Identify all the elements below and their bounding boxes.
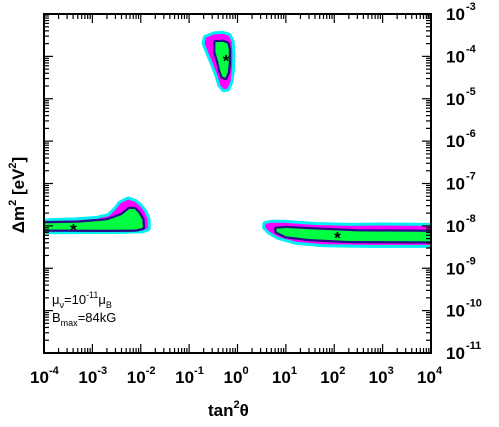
best-fit-marker: *	[334, 229, 341, 248]
svg-text:10: 10	[175, 368, 194, 387]
svg-text:-4: -4	[49, 365, 60, 377]
x-tick-label: 10 0	[224, 365, 249, 387]
svg-text:10: 10	[272, 368, 291, 387]
svg-text:4: 4	[436, 365, 443, 377]
svg-text:10: 10	[224, 368, 243, 387]
svg-text:-11: -11	[466, 340, 481, 352]
x-tick-label: 10 2	[320, 365, 345, 387]
svg-text:10: 10	[446, 344, 465, 363]
svg-text:-2: -2	[146, 365, 156, 377]
tick-marks	[43, 13, 432, 354]
svg-text:-3: -3	[466, 1, 476, 13]
x-axis-label: tan2θ	[208, 399, 249, 420]
x-tick-label: 10 4	[417, 365, 443, 387]
annotation-line-1: μν=10-11μB	[52, 290, 112, 310]
svg-text:-5: -5	[466, 86, 476, 98]
contour-regions: * * *	[44, 30, 431, 248]
best-fit-marker: *	[223, 51, 230, 70]
parameter-annotation: μν=10-11μB Bmax=84kG	[52, 290, 116, 328]
svg-text:-6: -6	[466, 128, 476, 140]
x-tick-label: 10 3	[369, 365, 394, 387]
svg-text:10: 10	[446, 259, 465, 278]
svg-text:10: 10	[446, 47, 465, 66]
svg-text:3: 3	[388, 365, 394, 377]
contour-band-inner	[215, 41, 229, 78]
y-tick-label: 10 -7	[446, 171, 476, 194]
svg-text:10: 10	[369, 368, 388, 387]
contour-band-inner	[276, 228, 431, 242]
svg-text:10: 10	[78, 368, 97, 387]
x-tick-label: 10 -4	[30, 365, 60, 387]
region-low-mixing: *	[44, 196, 151, 240]
y-tick-label: 10 -8	[446, 213, 476, 236]
region-dark-side: *	[262, 219, 431, 248]
svg-text:10: 10	[446, 90, 465, 109]
y-tick-label: 10 -6	[446, 128, 476, 151]
svg-text:10: 10	[320, 368, 339, 387]
x-tick-label: 10 -2	[127, 365, 156, 387]
x-tick-label: 10 -1	[175, 365, 204, 387]
svg-text:10: 10	[446, 302, 465, 321]
svg-text:10: 10	[30, 368, 49, 387]
svg-text:-8: -8	[466, 213, 476, 225]
svg-text:10: 10	[446, 217, 465, 236]
svg-text:1: 1	[291, 365, 297, 377]
region-near-maximal: *	[201, 30, 236, 93]
contour-band-inner	[44, 209, 143, 230]
annotation-line-2: Bmax=84kG	[52, 310, 116, 328]
svg-text:0: 0	[243, 365, 249, 377]
svg-text:-4: -4	[466, 43, 477, 55]
svg-text:-1: -1	[194, 365, 204, 377]
svg-text:10: 10	[446, 175, 465, 194]
svg-text:10: 10	[446, 132, 465, 151]
svg-text:-7: -7	[466, 171, 476, 183]
x-tick-labels: 10 -4 10 -3 10 -2 10 -1 10 0 10 1 10 2 10 3 10 4	[30, 365, 443, 387]
y-tick-label: 10 -5	[446, 86, 476, 109]
x-tick-label: 10 1	[272, 365, 297, 387]
x-tick-label: 10 -3	[78, 365, 107, 387]
svg-text:-10: -10	[466, 298, 482, 310]
y-tick-label: 10 -3	[446, 1, 476, 24]
y-axis-label: Δm2 [eV2]	[7, 157, 28, 233]
y-tick-label: 10 -4	[446, 43, 477, 66]
y-tick-label: 10 -11	[446, 340, 481, 363]
y-tick-label: 10 -9	[446, 255, 476, 278]
svg-text:10: 10	[446, 5, 465, 24]
y-tick-label: 10 -10	[446, 298, 482, 321]
svg-text:10: 10	[417, 368, 436, 387]
svg-text:2: 2	[339, 365, 345, 377]
svg-text:10: 10	[127, 368, 146, 387]
svg-text:-9: -9	[466, 255, 476, 267]
best-fit-marker: *	[70, 221, 77, 240]
svg-text:-3: -3	[97, 365, 107, 377]
